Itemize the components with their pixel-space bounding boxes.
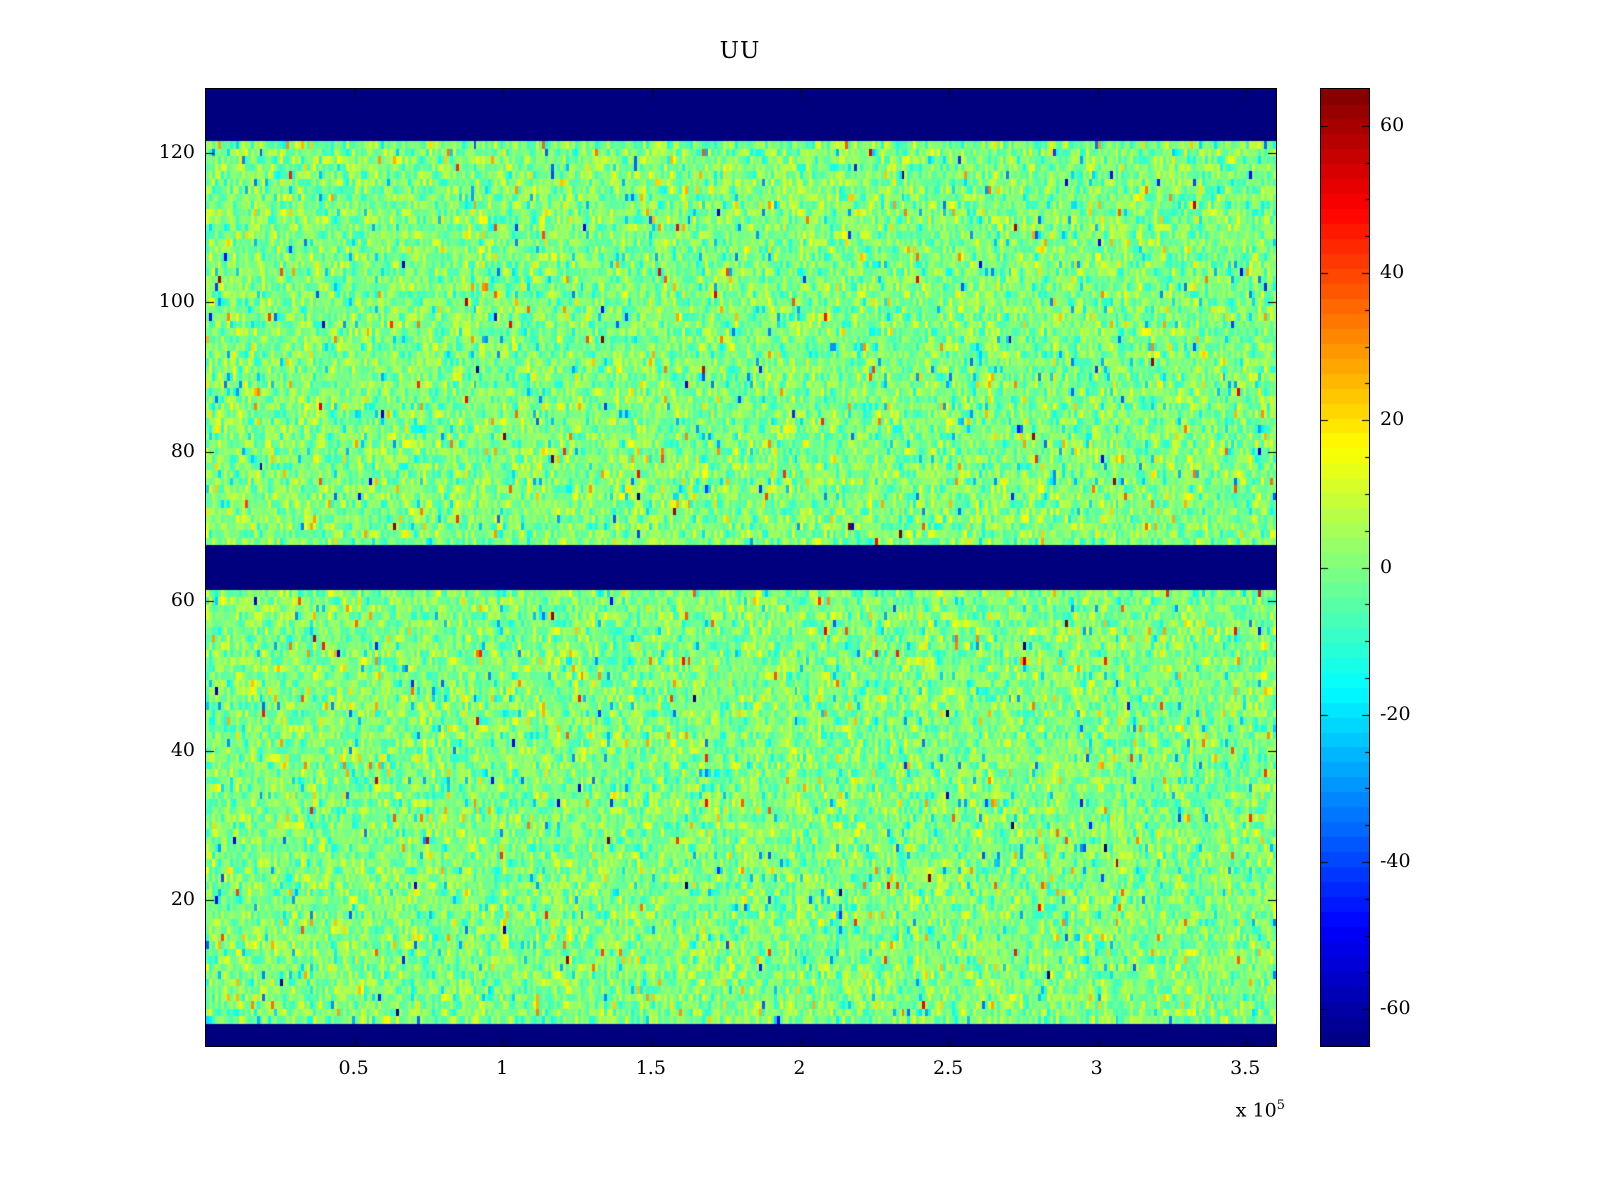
x-tick-label: 0.5 — [338, 1057, 369, 1079]
chart-title: UU — [719, 38, 761, 64]
x-exponent-power: 5 — [1276, 1098, 1285, 1113]
heatmap-canvas — [205, 88, 1277, 1047]
y-tick-label: 60 — [170, 589, 195, 612]
x-tick-label: 2 — [793, 1057, 806, 1079]
y-tick-label: 100 — [158, 290, 195, 313]
x-exponent-base: x 10 — [1235, 1099, 1277, 1122]
y-tick-label: 40 — [170, 738, 195, 761]
colorbar-tick-label: -40 — [1380, 849, 1411, 872]
colorbar-tick-label: 60 — [1380, 113, 1405, 136]
colorbar-tick-label: 40 — [1380, 261, 1405, 284]
x-tick-label: 1 — [496, 1057, 509, 1079]
y-tick-label: 80 — [170, 439, 195, 462]
y-tick-label: 120 — [158, 140, 195, 163]
x-tick-label: 2.5 — [932, 1057, 964, 1079]
colorbar-tick-label: -60 — [1380, 997, 1411, 1020]
colorbar — [1320, 88, 1370, 1047]
x-axis-exponent-label: x 105 — [1120, 1098, 1285, 1121]
x-tick-label: 3.5 — [1230, 1057, 1261, 1079]
y-tick-label: 20 — [170, 888, 195, 911]
x-tick-label: 1.5 — [635, 1057, 666, 1079]
colorbar-tick-label: 0 — [1380, 555, 1393, 578]
colorbar-tick-label: -20 — [1380, 702, 1411, 725]
x-tick-label: 3 — [1090, 1057, 1103, 1079]
colorbar-tick-label: 20 — [1380, 408, 1405, 431]
